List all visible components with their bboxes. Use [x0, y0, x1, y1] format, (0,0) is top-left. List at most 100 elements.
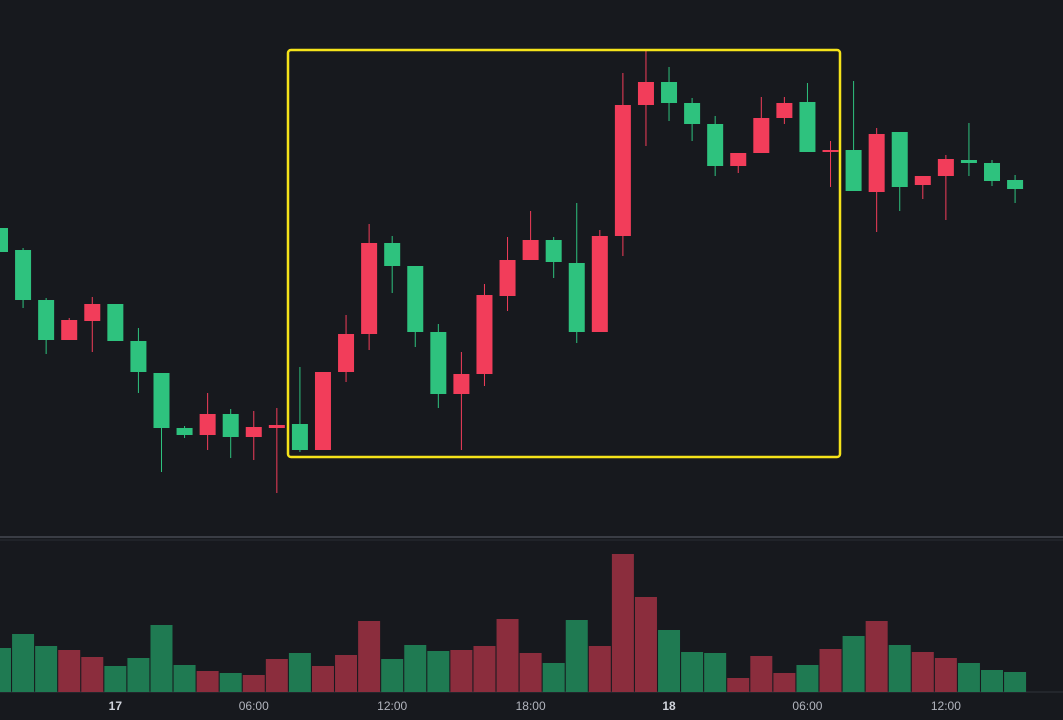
candle-body [984, 163, 1001, 181]
volume-bar [473, 646, 496, 692]
volume-bar [381, 659, 404, 692]
candle-body [130, 341, 147, 372]
candle-body [384, 243, 401, 266]
volume-bar [173, 665, 196, 692]
candle-body [891, 132, 908, 187]
candle-body [291, 424, 308, 450]
candle-body [499, 260, 516, 296]
candle-body [153, 373, 170, 428]
volume-bar [704, 653, 727, 692]
volume-bar [265, 659, 288, 692]
volume-bar [611, 554, 634, 692]
volume-bar [127, 658, 150, 692]
volume-bar [35, 646, 58, 692]
candle-body [107, 304, 124, 341]
candle-body [0, 228, 8, 252]
candle-body [245, 427, 262, 437]
candle-body [591, 236, 608, 332]
volume-bar [404, 645, 427, 692]
volume-bar [842, 636, 865, 692]
x-tick-label: 17 [109, 699, 123, 713]
candle-body [522, 240, 539, 260]
candle-body [38, 300, 55, 340]
volume-bar [104, 666, 127, 692]
volume-bar [12, 634, 35, 692]
candle-body [937, 159, 954, 176]
candle-body [637, 82, 654, 105]
x-tick-label: 06:00 [239, 699, 269, 713]
candle-body [430, 332, 447, 394]
candle-body [476, 295, 493, 374]
volume-bar [519, 653, 542, 692]
volume-bar [588, 646, 611, 692]
candle-body [361, 243, 378, 334]
volume-bar [196, 671, 219, 692]
volume-bar [311, 666, 334, 692]
candle-body [222, 414, 239, 437]
candle-body [822, 150, 839, 152]
volume-bar [888, 645, 911, 692]
volume-bar [681, 652, 704, 692]
volume-bar [496, 619, 519, 692]
volume-bar [288, 653, 311, 692]
x-tick-label: 12:00 [377, 699, 407, 713]
candle-body [776, 103, 793, 118]
volume-bar [658, 630, 681, 692]
candle-body [868, 134, 885, 192]
volume-bar [427, 651, 450, 692]
volume-bar [934, 658, 957, 692]
volume-bar [911, 652, 934, 692]
candle-body [914, 176, 931, 185]
volume-bar [335, 655, 358, 692]
volume-bar [58, 650, 81, 692]
candle-body [845, 150, 862, 191]
x-tick-label: 18:00 [516, 699, 546, 713]
volume-bar [81, 657, 104, 692]
candle-body [314, 372, 331, 450]
candle-body [661, 82, 678, 103]
volume-bar [727, 678, 750, 692]
volume-bar [981, 670, 1004, 692]
candle-body [61, 320, 78, 340]
volume-bar [750, 656, 773, 692]
candle-body [268, 425, 285, 428]
volume-bar [957, 663, 980, 692]
candle-body [753, 118, 770, 153]
volume-bar [150, 625, 173, 692]
marks [0, 50, 1027, 692]
volume-bar [565, 620, 588, 692]
x-tick-label: 06:00 [792, 699, 822, 713]
candle-body [338, 334, 355, 372]
candle-body [453, 374, 470, 394]
highlight-box [286, 48, 842, 459]
candle-body [684, 103, 701, 124]
candle-body [176, 428, 193, 435]
candle-body [199, 414, 216, 435]
volume-bar [796, 665, 819, 692]
candle-body [407, 266, 424, 332]
candle-body [15, 250, 32, 300]
volume-bar [773, 673, 796, 692]
volume-bar [219, 673, 242, 692]
x-tick-label: 18 [662, 699, 676, 713]
volume-bar [1004, 672, 1027, 692]
candle-body [730, 153, 747, 166]
volume-bar [634, 597, 657, 692]
candle-body [799, 102, 816, 152]
volume-bar [0, 648, 11, 692]
candle-body [707, 124, 724, 166]
candle-body [568, 263, 585, 332]
candle-body [545, 240, 562, 262]
volume-bar [358, 621, 381, 692]
x-tick-label: 12:00 [931, 699, 961, 713]
candle-body [960, 160, 977, 163]
volume-bar [542, 663, 565, 692]
candle-body [614, 105, 631, 236]
candle-body [1007, 180, 1024, 189]
candle-body [84, 304, 101, 321]
volume-bar [865, 621, 888, 692]
volume-bar [242, 675, 265, 692]
volume-bar [819, 649, 842, 692]
